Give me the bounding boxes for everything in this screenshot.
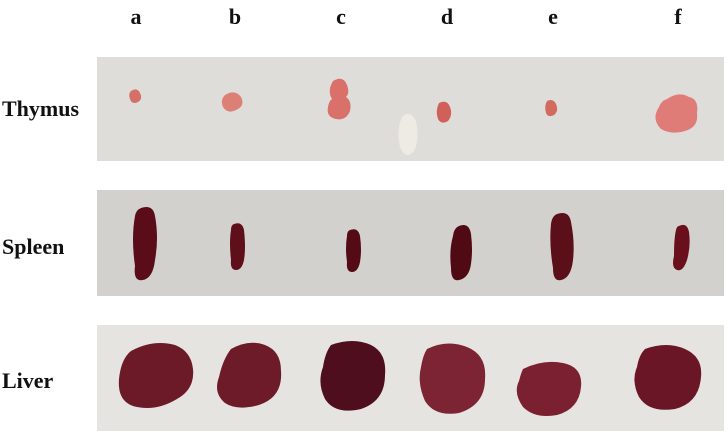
liver-icon xyxy=(118,341,702,416)
column-label-d: d xyxy=(440,4,454,29)
row-label-liver: Liver xyxy=(2,368,54,393)
row-label-spleen: Spleen xyxy=(2,234,65,259)
spleen-icon xyxy=(133,207,690,281)
column-label-a: a xyxy=(130,4,142,29)
thymus-photo xyxy=(97,57,724,161)
thymus-icon xyxy=(129,78,698,133)
liver-photo xyxy=(97,325,724,431)
column-label-e: e xyxy=(548,4,558,29)
row-label-thymus: Thymus xyxy=(2,96,80,121)
column-label-c: c xyxy=(336,4,346,29)
spleen-photo xyxy=(97,190,724,296)
column-label-f: f xyxy=(674,4,682,29)
column-label-b: b xyxy=(228,4,242,29)
